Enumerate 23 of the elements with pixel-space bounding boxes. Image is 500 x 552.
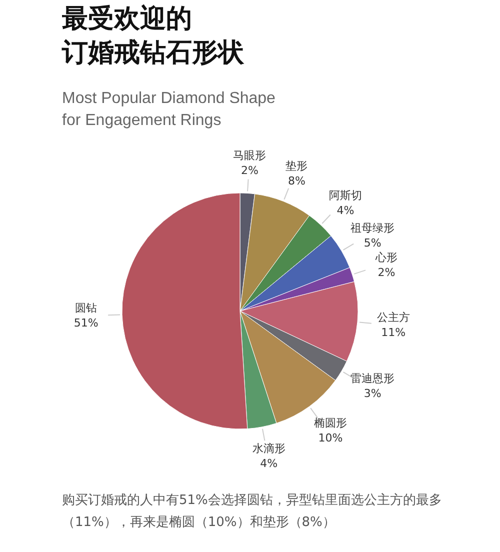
data-label: 3% xyxy=(364,387,382,400)
slice-label: 水滴形 xyxy=(252,442,286,456)
slice-label: 圆钻 xyxy=(75,302,98,315)
data-label: 8% xyxy=(288,174,306,188)
data-label: 51% xyxy=(74,316,98,330)
slice-label: 祖母绿形 xyxy=(350,222,395,235)
slice-label: 心形 xyxy=(374,251,398,264)
slice-label: 垫形 xyxy=(286,159,308,172)
chart-title: 最受欢迎的订婚戒钻石形状 xyxy=(62,3,244,70)
data-label: 5% xyxy=(364,236,382,250)
data-label: 4% xyxy=(336,204,354,217)
slice-label: 马眼形 xyxy=(233,149,266,162)
slice-label: 椭圆形 xyxy=(314,416,348,430)
text: 购买订婚戒的人中有51%会选择圆钻，异型钻里面选公主方的最多（11%），再来是椭圆（10%）和垫形（8%） xyxy=(62,492,442,532)
data-label: 10% xyxy=(318,432,343,445)
data-label: 2% xyxy=(378,266,396,280)
data-label: 2% xyxy=(240,164,258,178)
slice-label: 公主方 xyxy=(376,310,410,324)
data-label: 11% xyxy=(381,326,406,339)
slice-label: 雷迪恩形 xyxy=(350,372,395,386)
slice-label: 阿斯切 xyxy=(328,188,362,202)
chart-subtitle: Most Popular Diamond Shape for Engagement Rings xyxy=(62,89,276,131)
data-label: 4% xyxy=(260,457,278,470)
